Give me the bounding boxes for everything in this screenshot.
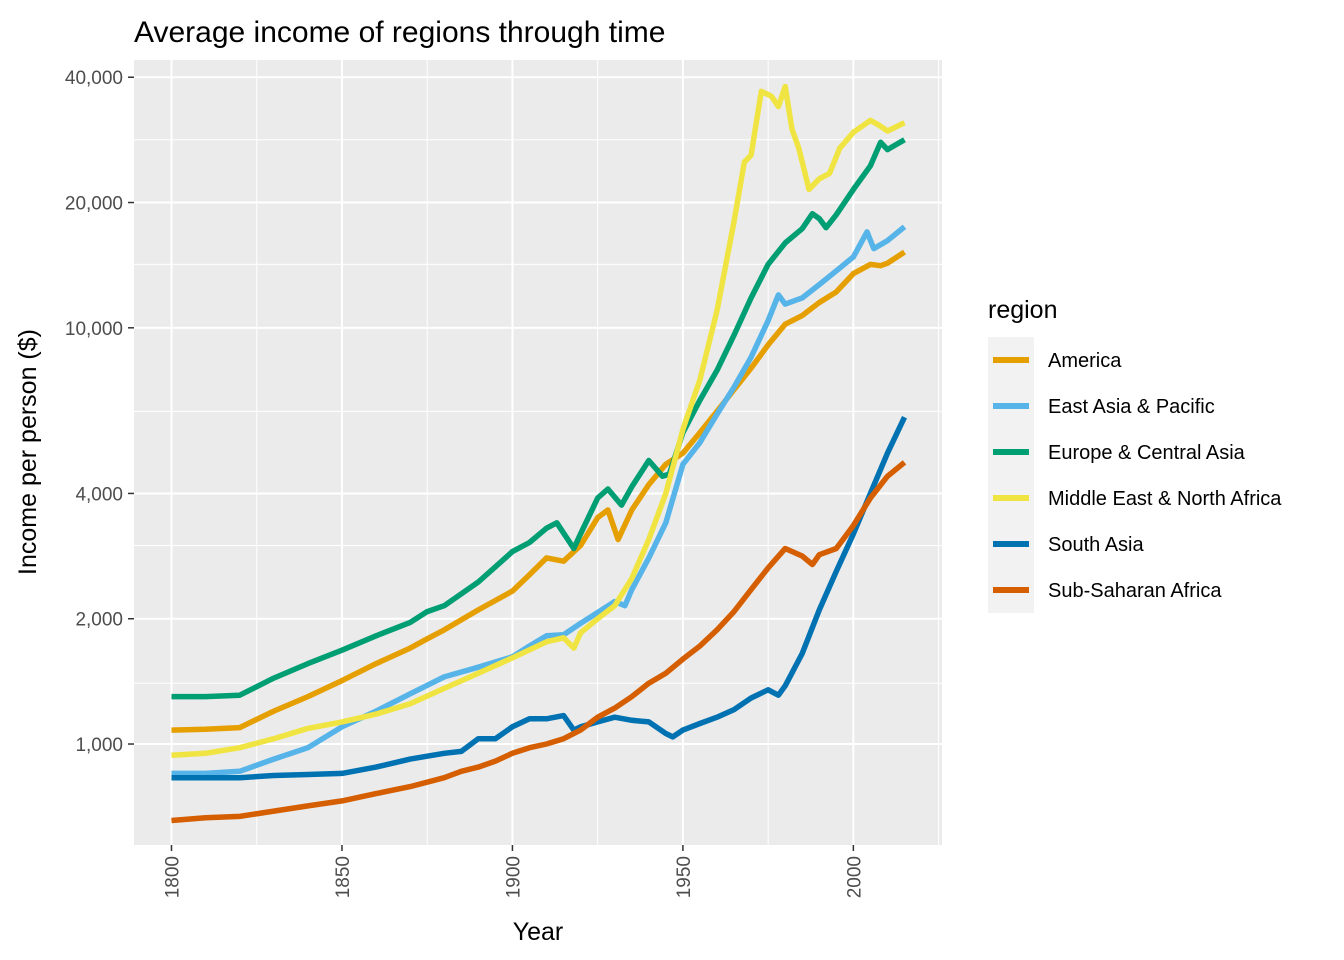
- y-axis-title: Income per person ($): [14, 329, 42, 575]
- series-line: [171, 460, 907, 824]
- y-tick-label: 1,000: [75, 735, 123, 756]
- legend-label: East Asia & Pacific: [1048, 396, 1215, 418]
- series-lines: [171, 83, 907, 824]
- y-tick-label: 40,000: [65, 68, 123, 89]
- legend-label: Sub-Saharan Africa: [1048, 580, 1222, 602]
- y-tick-label: 4,000: [75, 484, 123, 505]
- legend-label: South Asia: [1048, 534, 1145, 556]
- y-axis: 1,000 2,000 4,000 10,000 20,000 40,000: [65, 68, 134, 756]
- x-axis-title: Year: [513, 918, 564, 946]
- x-tick-label: 1950: [674, 856, 695, 898]
- x-tick-label: 1800: [163, 856, 184, 898]
- series-line: [171, 416, 907, 781]
- legend-title: region: [988, 296, 1058, 324]
- legend-label: Europe & Central Asia: [1048, 442, 1246, 464]
- legend: region America East Asia & Pacific Europe …: [988, 296, 1282, 613]
- legend-label: America: [1048, 350, 1122, 372]
- series-line: [171, 83, 906, 758]
- y-tick-label: 20,000: [65, 194, 123, 215]
- series-line: [171, 137, 906, 700]
- series-line: [171, 224, 907, 777]
- x-tick-label: 1850: [333, 856, 354, 898]
- y-tick-label: 10,000: [65, 319, 123, 340]
- chart-title: Average income of regions through time: [134, 16, 665, 49]
- legend-label: Middle East & North Africa: [1048, 488, 1282, 510]
- series-line: [171, 249, 907, 733]
- x-tick-label: 2000: [844, 856, 865, 898]
- y-tick-label: 2,000: [75, 610, 123, 631]
- x-axis: 1800 1850 1900 1950 2000: [163, 845, 865, 898]
- x-tick-label: 1900: [503, 856, 524, 898]
